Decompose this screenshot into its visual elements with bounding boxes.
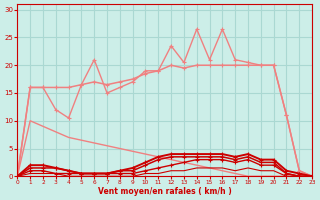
X-axis label: Vent moyen/en rafales ( km/h ): Vent moyen/en rafales ( km/h ): [98, 187, 232, 196]
